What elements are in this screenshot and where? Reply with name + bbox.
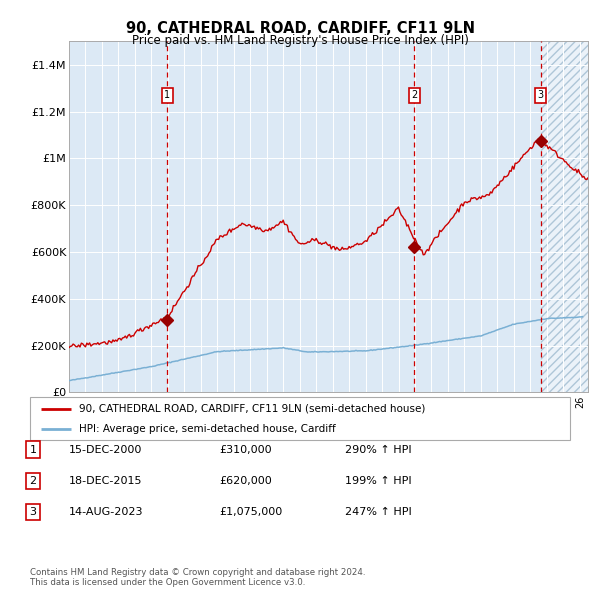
- Text: HPI: Average price, semi-detached house, Cardiff: HPI: Average price, semi-detached house,…: [79, 424, 335, 434]
- Bar: [541, 41, 588, 392]
- Text: 2: 2: [411, 90, 418, 100]
- Text: £620,000: £620,000: [219, 476, 272, 486]
- Text: Contains HM Land Registry data © Crown copyright and database right 2024.
This d: Contains HM Land Registry data © Crown c…: [30, 568, 365, 587]
- Text: 18-DEC-2015: 18-DEC-2015: [69, 476, 143, 486]
- Text: 2: 2: [29, 476, 37, 486]
- Text: 15-DEC-2000: 15-DEC-2000: [69, 445, 142, 454]
- Text: 3: 3: [29, 507, 37, 517]
- Text: 1: 1: [29, 445, 37, 454]
- Text: 90, CATHEDRAL ROAD, CARDIFF, CF11 9LN: 90, CATHEDRAL ROAD, CARDIFF, CF11 9LN: [125, 21, 475, 35]
- Text: 90, CATHEDRAL ROAD, CARDIFF, CF11 9LN (semi-detached house): 90, CATHEDRAL ROAD, CARDIFF, CF11 9LN (s…: [79, 404, 425, 414]
- FancyBboxPatch shape: [30, 397, 570, 440]
- Text: Price paid vs. HM Land Registry's House Price Index (HPI): Price paid vs. HM Land Registry's House …: [131, 34, 469, 47]
- Text: 199% ↑ HPI: 199% ↑ HPI: [345, 476, 412, 486]
- Bar: [541, 41, 588, 392]
- Text: 14-AUG-2023: 14-AUG-2023: [69, 507, 143, 517]
- Text: 247% ↑ HPI: 247% ↑ HPI: [345, 507, 412, 517]
- Text: 3: 3: [538, 90, 544, 100]
- Text: £1,075,000: £1,075,000: [219, 507, 282, 517]
- Text: 290% ↑ HPI: 290% ↑ HPI: [345, 445, 412, 454]
- Text: £310,000: £310,000: [219, 445, 272, 454]
- Text: 1: 1: [164, 90, 170, 100]
